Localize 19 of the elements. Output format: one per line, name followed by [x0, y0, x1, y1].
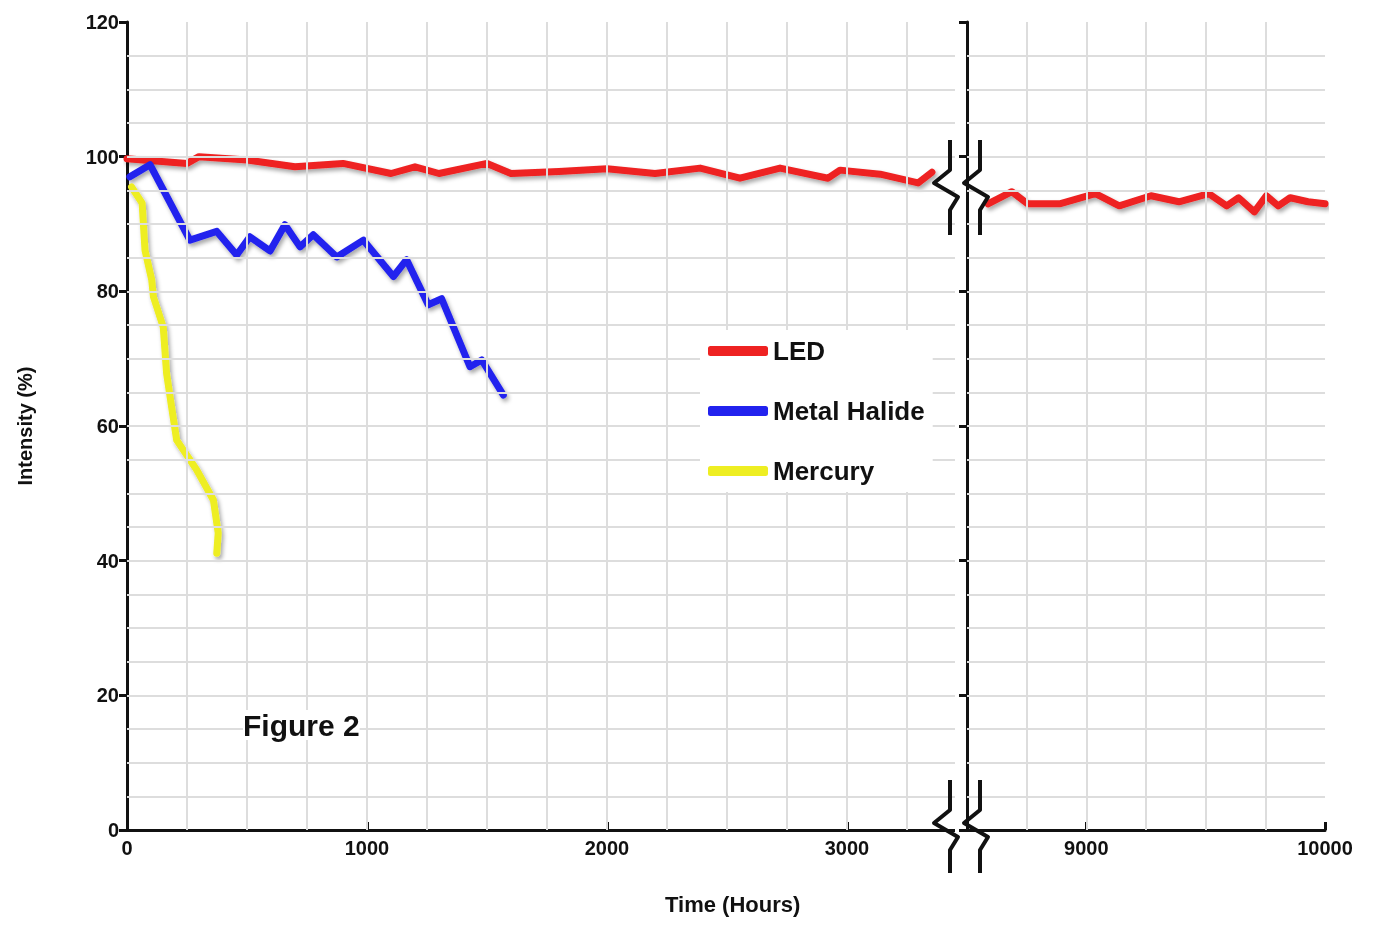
y-tick-label: 100: [85, 145, 119, 168]
legend-label: Metal Halide: [773, 396, 925, 426]
x-tick-label: 9000: [1064, 837, 1109, 859]
y-tick-label: 80: [96, 280, 119, 303]
legend-label: Mercury: [773, 456, 875, 486]
y-tick-label: 120: [85, 11, 119, 33]
y-tick-label: 20: [96, 684, 119, 707]
x-tick-label: 1000: [344, 837, 390, 859]
legend-label: LED: [773, 336, 825, 366]
x-tick-label: 0: [121, 837, 133, 859]
y-tick-label: 60: [96, 415, 119, 437]
y-tick-label: 0: [107, 819, 119, 841]
x-axis-title: Time (Hours): [665, 891, 801, 917]
x-tick-label: 10000: [1297, 837, 1353, 859]
x-tick-label: 3000: [824, 837, 870, 859]
x-tick-label: 2000: [584, 837, 630, 859]
annotation: Figure 2: [243, 708, 360, 742]
y-axis-title: Intensity (%): [14, 366, 36, 486]
y-tick-label: 40: [96, 549, 119, 572]
